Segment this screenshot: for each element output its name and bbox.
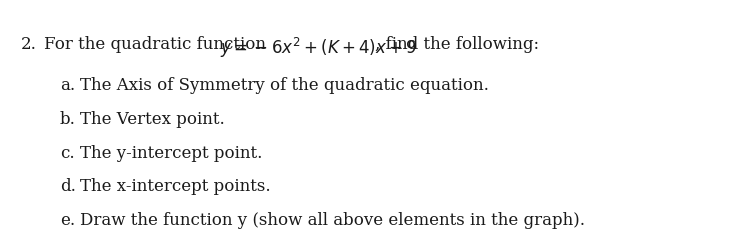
Text: a.: a.: [60, 77, 75, 94]
Text: The y-intercept point.: The y-intercept point.: [80, 145, 262, 162]
Text: d.: d.: [60, 178, 76, 195]
Text: The Axis of Symmetry of the quadratic equation.: The Axis of Symmetry of the quadratic eq…: [80, 77, 489, 94]
Text: The x-intercept points.: The x-intercept points.: [80, 178, 271, 195]
Text: , find the following:: , find the following:: [375, 36, 539, 53]
Text: For the quadratic function: For the quadratic function: [44, 36, 271, 53]
Text: e.: e.: [60, 212, 75, 229]
Text: Draw the function y (show all above elements in the graph).: Draw the function y (show all above elem…: [80, 212, 585, 229]
Text: c.: c.: [60, 145, 74, 162]
Text: 2.: 2.: [21, 36, 37, 53]
Text: The Vertex point.: The Vertex point.: [80, 111, 225, 128]
Text: b.: b.: [60, 111, 76, 128]
Text: $y = -6x^2 + (K + 4)x + 9$: $y = -6x^2 + (K + 4)x + 9$: [220, 36, 417, 60]
